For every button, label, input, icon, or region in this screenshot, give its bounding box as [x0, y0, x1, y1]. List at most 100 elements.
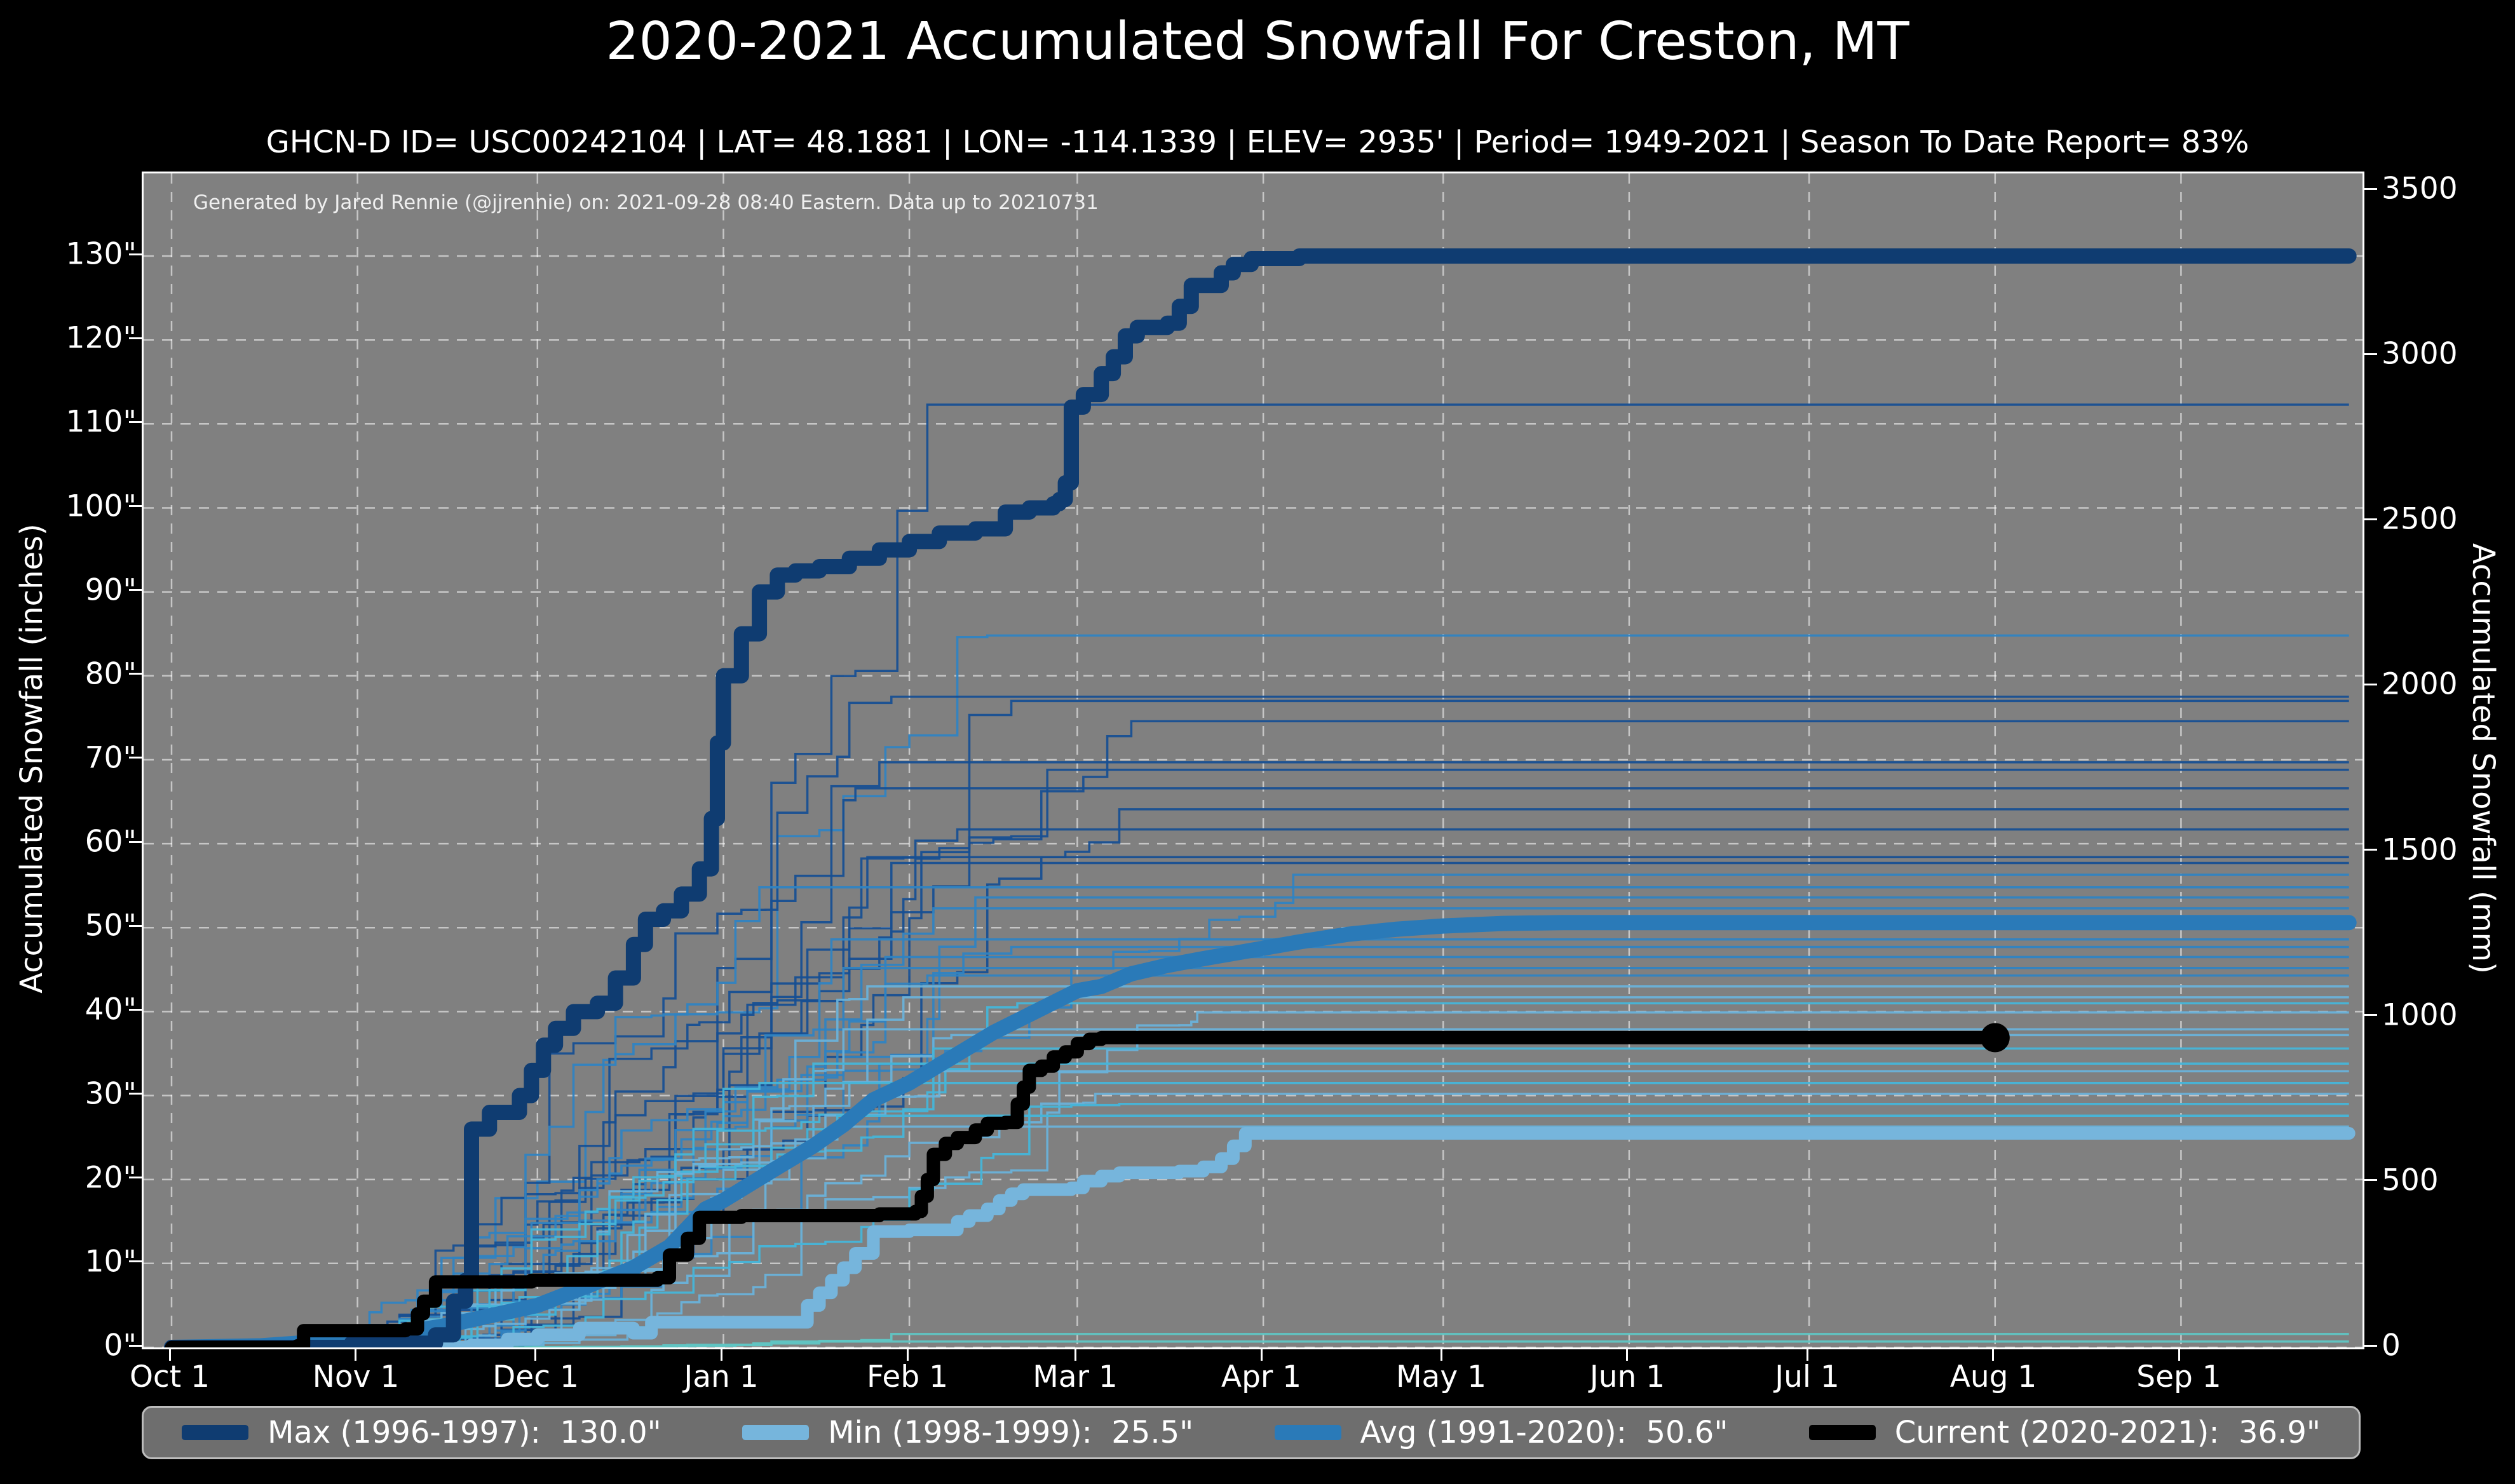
- x-tick-label-month: Jun 1: [1589, 1359, 1665, 1394]
- y-tick-label-inches: 20": [85, 1160, 137, 1196]
- attribution-text: Generated by Jared Rennie (@jjrennie) on…: [193, 191, 1099, 214]
- chart-subtitle: GHCN-D ID= USC00242104 | LAT= 48.1881 | …: [266, 125, 2249, 160]
- x-tick-label-month: Jul 1: [1775, 1359, 1840, 1394]
- y-tick-mark-right: [2364, 1014, 2377, 1016]
- x-tick-mark: [907, 1349, 909, 1361]
- x-tick-mark: [1074, 1349, 1076, 1361]
- x-tick-mark: [1807, 1349, 1808, 1361]
- y-tick-mark-right: [2364, 1345, 2377, 1347]
- y-tick-label-inches: 130": [65, 236, 137, 272]
- x-tick-mark: [169, 1349, 171, 1361]
- legend-label: Max (1996-1997): 130.0": [268, 1415, 661, 1450]
- y-tick-label-mm: 2500: [2382, 501, 2458, 537]
- legend-label: Min (1998-1999): 25.5": [828, 1415, 1194, 1450]
- season-line: [411, 896, 2349, 1347]
- x-tick-label-month: Apr 1: [1221, 1359, 1302, 1394]
- y-tick-label-inches: 50": [85, 908, 137, 943]
- y-tick-mark-left: [129, 1260, 142, 1262]
- y-tick-label-mm: 1000: [2382, 997, 2458, 1033]
- y-tick-mark-right: [2364, 1179, 2377, 1181]
- y-tick-label-inches: 80": [85, 656, 137, 692]
- legend-label: Avg (1991-2020): 50.6": [1360, 1415, 1728, 1450]
- legend-label: Current (2020-2021): 36.9": [1894, 1415, 2321, 1450]
- y-tick-mark-left: [129, 841, 142, 843]
- y-tick-label-inches: 110": [65, 404, 137, 440]
- chart-title: 2020-2021 Accumulated Snowfall For Crest…: [606, 11, 1909, 72]
- y-tick-label-mm: 2000: [2382, 666, 2458, 702]
- y-tick-label-mm: 500: [2382, 1163, 2439, 1198]
- legend-item: Max (1996-1997): 130.0": [182, 1415, 661, 1450]
- y-tick-mark-left: [129, 337, 142, 339]
- y-tick-mark-left: [129, 505, 142, 507]
- x-tick-label-month: Mar 1: [1033, 1359, 1118, 1394]
- x-tick-label-month: May 1: [1395, 1359, 1486, 1394]
- season-line: [543, 1340, 2349, 1347]
- y-tick-mark-left: [129, 1177, 142, 1178]
- y-tick-mark-right: [2364, 684, 2377, 685]
- legend-item: Current (2020-2021): 36.9": [1808, 1415, 2321, 1450]
- y-tick-mark-left: [129, 421, 142, 423]
- x-tick-label-month: Sep 1: [2136, 1359, 2221, 1394]
- y-tick-label-mm: 3000: [2382, 336, 2458, 372]
- current-end-dot: [1980, 1023, 2010, 1053]
- y-tick-mark-left: [129, 253, 142, 255]
- x-tick-label-month: Nov 1: [312, 1359, 400, 1394]
- x-tick-mark: [721, 1349, 722, 1361]
- y-tick-label-inches: 90": [85, 572, 137, 608]
- season-line: [273, 761, 2349, 1347]
- x-tick-mark: [2178, 1349, 2180, 1361]
- y-tick-label-inches: 0": [104, 1328, 137, 1363]
- legend-swatch: [742, 1425, 810, 1440]
- legend-item: Avg (1991-2020): 50.6": [1274, 1415, 1728, 1450]
- y-tick-mark-left: [129, 673, 142, 675]
- y-tick-label-inches: 40": [85, 992, 137, 1027]
- y-tick-mark-left: [129, 1345, 142, 1347]
- x-tick-mark: [534, 1349, 536, 1361]
- season-line: [243, 938, 2349, 1347]
- y-tick-mark-left: [129, 1093, 142, 1095]
- plot-area: Generated by Jared Rennie (@jjrennie) on…: [142, 172, 2364, 1349]
- y-tick-label-inches: 10": [85, 1244, 137, 1279]
- max-line: [164, 248, 2357, 1347]
- season-line: [363, 403, 2349, 1347]
- x-tick-mark: [1441, 1349, 1442, 1361]
- x-tick-label-month: Aug 1: [1949, 1359, 2037, 1394]
- y-tick-mark-left: [129, 589, 142, 591]
- y-tick-mark-right: [2364, 353, 2377, 355]
- y-tick-label-inches: 60": [85, 824, 137, 860]
- legend-item: Min (1998-1999): 25.5": [742, 1415, 1193, 1450]
- x-tick-mark: [1626, 1349, 1628, 1361]
- y-tick-mark-left: [129, 1009, 142, 1011]
- y-tick-label-inches: 30": [85, 1076, 137, 1112]
- x-tick-mark: [1261, 1349, 1263, 1361]
- y-tick-label-inches: 70": [85, 740, 137, 776]
- y-tick-label-inches: 100": [65, 489, 137, 524]
- legend: Max (1996-1997): 130.0" Min (1998-1999):…: [142, 1406, 2361, 1459]
- x-tick-label-month: Feb 1: [866, 1359, 949, 1394]
- current-line: [165, 1030, 2002, 1347]
- y-tick-label-mm: 3500: [2382, 171, 2458, 206]
- x-tick-mark: [355, 1349, 356, 1361]
- x-tick-label-month: Jan 1: [684, 1359, 759, 1394]
- y-tick-mark-right: [2364, 518, 2377, 520]
- chart-canvas: [144, 173, 2362, 1347]
- y-tick-label-mm: 1500: [2382, 832, 2458, 868]
- y-tick-mark-right: [2364, 188, 2377, 190]
- season-line: [291, 696, 2349, 1347]
- x-tick-label-month: Dec 1: [492, 1359, 579, 1394]
- y-tick-label-mm: 0: [2382, 1328, 2401, 1363]
- legend-swatch: [1274, 1425, 1341, 1440]
- y-tick-mark-left: [129, 925, 142, 927]
- y-axis-right-label: Accumulated Snowfall (mm): [2465, 543, 2501, 974]
- x-tick-mark: [1992, 1349, 1994, 1361]
- season-line: [333, 996, 2349, 1347]
- y-tick-mark-left: [129, 757, 142, 759]
- y-tick-label-inches: 120": [65, 320, 137, 356]
- season-line: [327, 634, 2349, 1347]
- legend-swatch: [1808, 1425, 1876, 1440]
- y-tick-mark-right: [2364, 849, 2377, 851]
- legend-swatch: [182, 1425, 248, 1440]
- min-line: [165, 1127, 2356, 1347]
- x-tick-label-month: Oct 1: [129, 1359, 210, 1394]
